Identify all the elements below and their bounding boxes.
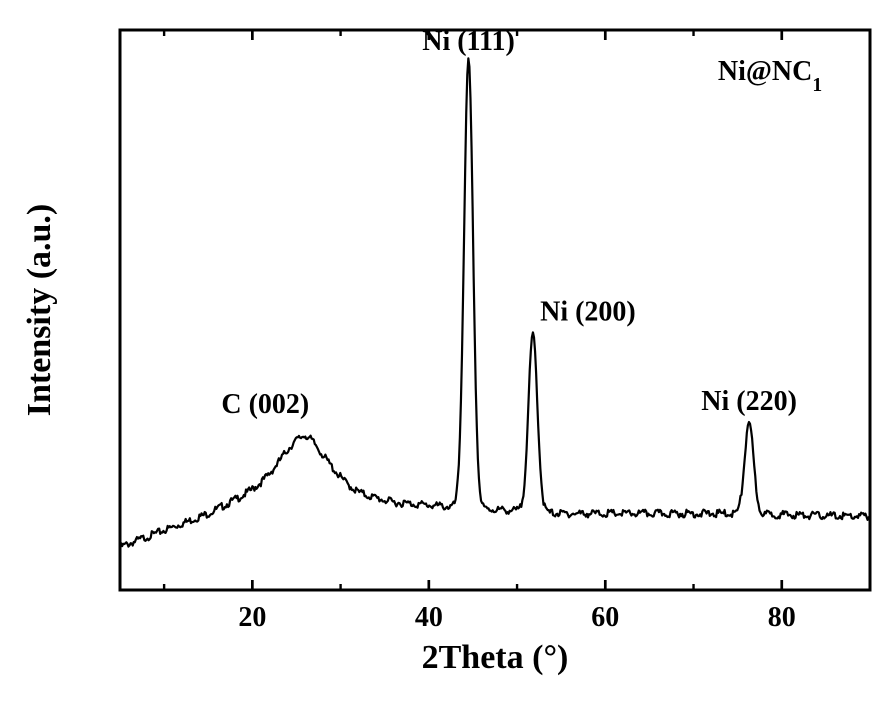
peak-label: Ni (200): [540, 296, 636, 327]
peak-label: Ni (220): [701, 386, 797, 417]
xtick-label: 40: [415, 602, 443, 633]
xtick-label: 20: [238, 602, 266, 633]
xrd-chart: 20 40 60 80 2Theta (°) Intensity (a.u.) C (002…: [0, 0, 896, 722]
peak-label: C (002): [221, 389, 309, 420]
xtick-label: 80: [768, 602, 796, 633]
x-axis-label: 2Theta (°): [422, 639, 569, 676]
xtick-label: 60: [591, 602, 619, 633]
peak-label: Ni (111): [422, 26, 515, 57]
chart-svg: 20 40 60 80 2Theta (°) Intensity (a.u.) C (002…: [0, 0, 896, 722]
y-axis-label: Intensity (a.u.): [21, 204, 58, 417]
